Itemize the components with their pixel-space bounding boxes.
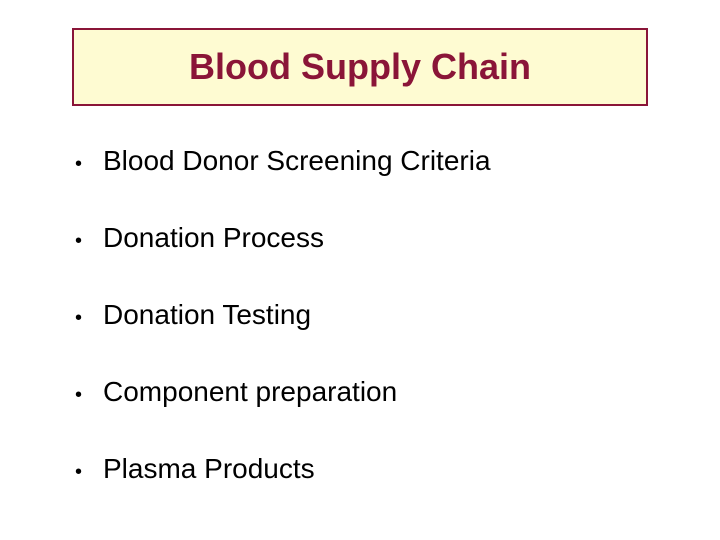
bullet-icon: • [75, 304, 103, 332]
slide-title: Blood Supply Chain [189, 46, 531, 88]
bullet-icon: • [75, 458, 103, 486]
bullet-text: Donation Process [103, 222, 324, 254]
bullet-text: Plasma Products [103, 453, 315, 485]
bullet-text: Component preparation [103, 376, 397, 408]
bullet-text: Donation Testing [103, 299, 311, 331]
title-box: Blood Supply Chain [72, 28, 648, 106]
list-item: • Blood Donor Screening Criteria [75, 145, 650, 178]
bullet-list: • Blood Donor Screening Criteria • Donat… [75, 145, 650, 530]
bullet-text: Blood Donor Screening Criteria [103, 145, 491, 177]
list-item: • Donation Process [75, 222, 650, 255]
list-item: • Component preparation [75, 376, 650, 409]
list-item: • Plasma Products [75, 453, 650, 486]
list-item: • Donation Testing [75, 299, 650, 332]
bullet-icon: • [75, 150, 103, 178]
bullet-icon: • [75, 227, 103, 255]
bullet-icon: • [75, 381, 103, 409]
